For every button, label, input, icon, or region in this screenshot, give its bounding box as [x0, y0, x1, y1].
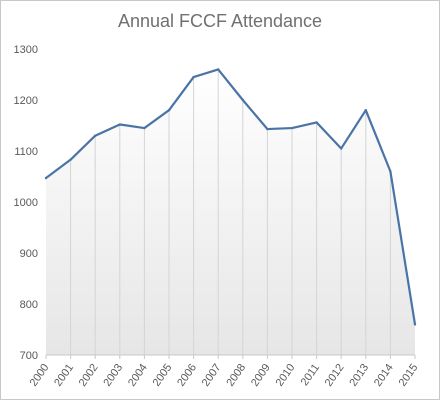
area-fill [46, 69, 415, 356]
x-tick-label-2001: 2001 [52, 362, 76, 389]
data-point-2008 [241, 98, 244, 102]
data-point-2002 [94, 134, 97, 137]
x-tick-label-2015: 2015 [397, 362, 421, 389]
y-tick-label-1000: 1000 [14, 197, 38, 209]
data-point-2011 [315, 121, 318, 124]
series-line [44, 68, 417, 326]
x-tick-label-2012: 2012 [323, 362, 347, 389]
data-point-2014 [389, 170, 392, 173]
x-tick-label-2008: 2008 [224, 362, 248, 389]
y-tick-label-900: 900 [20, 248, 38, 260]
x-tick-label-2010: 2010 [274, 362, 298, 389]
data-point-2012 [340, 147, 343, 150]
x-tick-label-2004: 2004 [126, 362, 150, 389]
y-tick-label-1100: 1100 [14, 146, 38, 158]
x-tick-label-2002: 2002 [77, 362, 101, 389]
x-tick-label-2003: 2003 [101, 362, 125, 389]
data-point-2004 [143, 126, 146, 130]
chart-title: Annual FCCF Attendance [117, 11, 323, 31]
x-tick-label-2000: 2000 [28, 362, 52, 389]
x-tick-label-2009: 2009 [249, 362, 273, 389]
y-tick-label-700: 700 [20, 350, 38, 362]
data-point-2009 [266, 127, 269, 131]
data-point-2010 [290, 126, 294, 130]
x-tick-label-2011: 2011 [299, 362, 322, 388]
data-point-2006 [192, 75, 195, 79]
y-tick-label-1300: 1300 [14, 44, 38, 56]
x-tick-label-2013: 2013 [347, 362, 371, 389]
x-tick-label-2006: 2006 [175, 362, 199, 389]
x-tick-label-2007: 2007 [200, 362, 224, 389]
data-point-2000 [44, 176, 48, 180]
data-point-2001 [69, 158, 72, 161]
x-tick-label-2005: 2005 [151, 362, 175, 389]
y-tick-label-1200: 1200 [14, 95, 38, 107]
x-tick-label-2014: 2014 [372, 362, 396, 389]
data-point-2015 [413, 323, 417, 326]
data-point-2007 [217, 68, 220, 71]
data-point-2013 [364, 109, 367, 112]
data-point-2003 [118, 123, 122, 126]
data-point-2005 [167, 109, 171, 112]
y-tick-label-800: 800 [20, 299, 38, 311]
